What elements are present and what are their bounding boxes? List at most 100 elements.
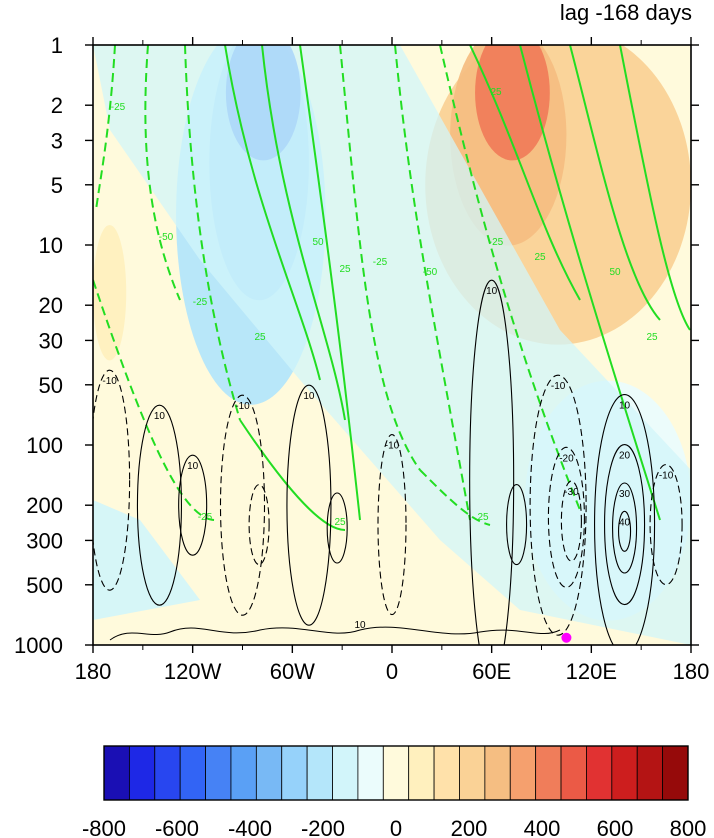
black-contour-label-12: -30	[564, 487, 579, 498]
green-contour-4	[261, 45, 346, 421]
black-contour-10	[529, 374, 587, 636]
y-tick-label-3: 5	[51, 173, 63, 198]
colorbar-bin-11	[382, 745, 410, 801]
green-contour-label-15: 25	[477, 512, 489, 523]
green-contour-8	[439, 45, 581, 511]
colorbar-bin-5	[230, 745, 257, 801]
colorbar-label-0: -800	[82, 816, 126, 838]
black-contour-16	[618, 510, 632, 552]
green-contour-7	[394, 45, 471, 521]
x-tick-label-3: 0	[386, 659, 398, 684]
colorbar-bin-9	[332, 745, 359, 801]
green-contour-2	[184, 45, 241, 421]
green-contour-label-14: 25	[334, 517, 346, 528]
green-contour-label-1: -50	[159, 232, 174, 243]
black-contour-5	[286, 384, 332, 626]
green-contour-0	[95, 45, 116, 211]
colorbar-label-4: 0	[390, 816, 402, 838]
black-contour-label-11: -20	[559, 453, 574, 464]
green-contour-label-13: -25	[198, 512, 213, 523]
marker-layer	[561, 632, 572, 643]
y-tick-label-6: 30	[39, 328, 63, 353]
green-contour-11	[569, 45, 661, 321]
colorbar-bin-7	[281, 745, 308, 801]
black-contour-label-8: 10	[486, 286, 498, 297]
green-contour-label-10: 25	[534, 252, 546, 263]
colorbar-label-8: 800	[670, 816, 707, 838]
black-contour-0	[136, 404, 182, 606]
x-tick-label-4: 60E	[472, 659, 511, 684]
chart-title: lag -168 days	[560, 0, 692, 25]
y-tick-label-9: 200	[26, 493, 63, 518]
colorbar-bin-6	[255, 745, 283, 801]
colorbar-bin-2	[154, 745, 181, 801]
black-contour-14	[604, 444, 646, 606]
colorbar-bin-20	[611, 745, 638, 801]
black-contour-8	[469, 279, 515, 645]
colorbar: -800 -600 -400 -200 0 200 400 600 800	[82, 745, 707, 838]
colorbar-bin-3	[179, 745, 206, 801]
shading-layer	[93, 45, 691, 645]
black-contour-4	[248, 484, 270, 566]
black-contour-12	[560, 480, 582, 562]
green-contour-label-7: -50	[423, 267, 438, 278]
green-contour-9	[469, 45, 581, 301]
x-tick-label-5: 120E	[566, 659, 617, 684]
colorbar-label-5: 200	[451, 816, 488, 838]
green-contour-label-4: 25	[339, 264, 351, 275]
y-tick-label-8: 100	[26, 433, 63, 458]
green-contour-label-8: -25	[489, 237, 504, 248]
y-tick-label-10: 300	[26, 528, 63, 553]
colorbar-bin-12	[408, 745, 435, 801]
colorbar-bin-21	[636, 745, 664, 801]
black-contour-label-15: 30	[619, 489, 631, 500]
black-contour-label-5: 10	[303, 391, 315, 402]
shading-band-negative-2	[93, 500, 200, 620]
green-contour-13	[93, 279, 216, 521]
shading-region-5	[475, 45, 550, 161]
green-contour-label-3: 50	[312, 237, 324, 248]
black-contour-label-14: 20	[619, 451, 631, 462]
black-contour-label-surface: 10	[354, 620, 366, 631]
y-tick-label-5: 20	[39, 293, 63, 318]
black-contour-label-1: 10	[187, 461, 199, 472]
colorbar-bin-0	[103, 745, 130, 801]
black-contour-2	[93, 369, 131, 591]
black-contour-label-2: -10	[102, 376, 117, 387]
black-contour-11	[547, 446, 585, 588]
colorbar-bin-1	[128, 745, 156, 801]
colorbar-label-6: 400	[524, 816, 561, 838]
colorbar-bin-15	[484, 745, 511, 801]
y-tick-label-4: 10	[39, 233, 63, 258]
shading-band-negative	[93, 45, 691, 645]
black-contour-label-10: -10	[551, 381, 566, 392]
colorbar-bin-8	[306, 745, 333, 801]
y-tick-label-7: 50	[39, 373, 63, 398]
green-contour-3	[224, 45, 321, 381]
location-marker	[561, 632, 572, 643]
colorbar-bin-14	[459, 745, 486, 801]
x-axis: 180 120W 60W 0 60E 120E 180	[75, 37, 709, 684]
colorbar-bin-4	[205, 745, 232, 801]
green-contour-label-2: -25	[193, 297, 208, 308]
colorbar-frame	[103, 745, 689, 801]
contour-layer: -25 -50 -25 50 25 25 -25 -50 -25 25 25 50 25 -25 25 25 1…	[93, 45, 691, 645]
x-tick-label-0: 180	[75, 659, 112, 684]
black-contour-9	[506, 484, 528, 566]
green-contour-12	[619, 45, 691, 331]
colorbar-bin-22	[662, 745, 689, 801]
colorbar-bin-13	[433, 745, 460, 801]
colorbar-label-1: -600	[155, 816, 199, 838]
colorbar-bin-19	[586, 745, 613, 801]
shading-region-7	[93, 225, 127, 361]
colorbar-bin-10	[357, 745, 384, 801]
colorbar-label-2: -400	[228, 816, 272, 838]
black-contour-label-3: -10	[235, 401, 250, 412]
green-contour-14	[239, 419, 346, 531]
y-tick-label-1: 2	[51, 93, 63, 118]
colorbar-bin-18	[560, 745, 587, 801]
green-contour-label-0: -25	[111, 102, 126, 113]
green-contour-5	[299, 45, 361, 521]
colorbar-bin-17	[535, 745, 562, 801]
